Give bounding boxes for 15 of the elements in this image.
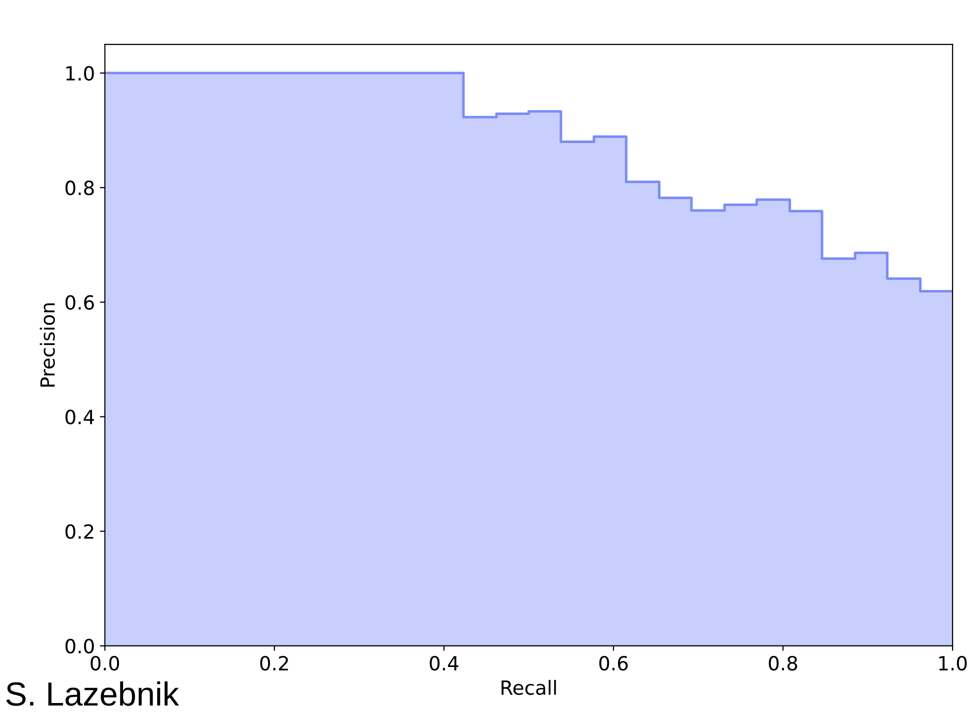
- x-tick-label: 0.0: [90, 656, 120, 671]
- x-tick-label: 0.6: [599, 656, 628, 671]
- x-tick-label: 0.8: [768, 656, 798, 671]
- y-tick-label: 0.8: [66, 180, 94, 196]
- x-tick-label: 1.0: [939, 656, 967, 671]
- text: S. Lazebnik: [6, 681, 180, 706]
- y-tick-label: 1.0: [66, 66, 94, 81]
- y-tick-label: 0.6: [66, 295, 94, 310]
- x-tick-label: 0.2: [260, 656, 288, 671]
- y-axis-title: Precision: [40, 303, 55, 387]
- y-tick-label: 0.4: [66, 410, 94, 424]
- x-tick-label: 0.4: [430, 656, 458, 671]
- y-tick-label: 0.0: [66, 638, 94, 654]
- x-axis-title: Recall: [502, 680, 556, 695]
- y-tick-label: 0.2: [66, 524, 94, 539]
